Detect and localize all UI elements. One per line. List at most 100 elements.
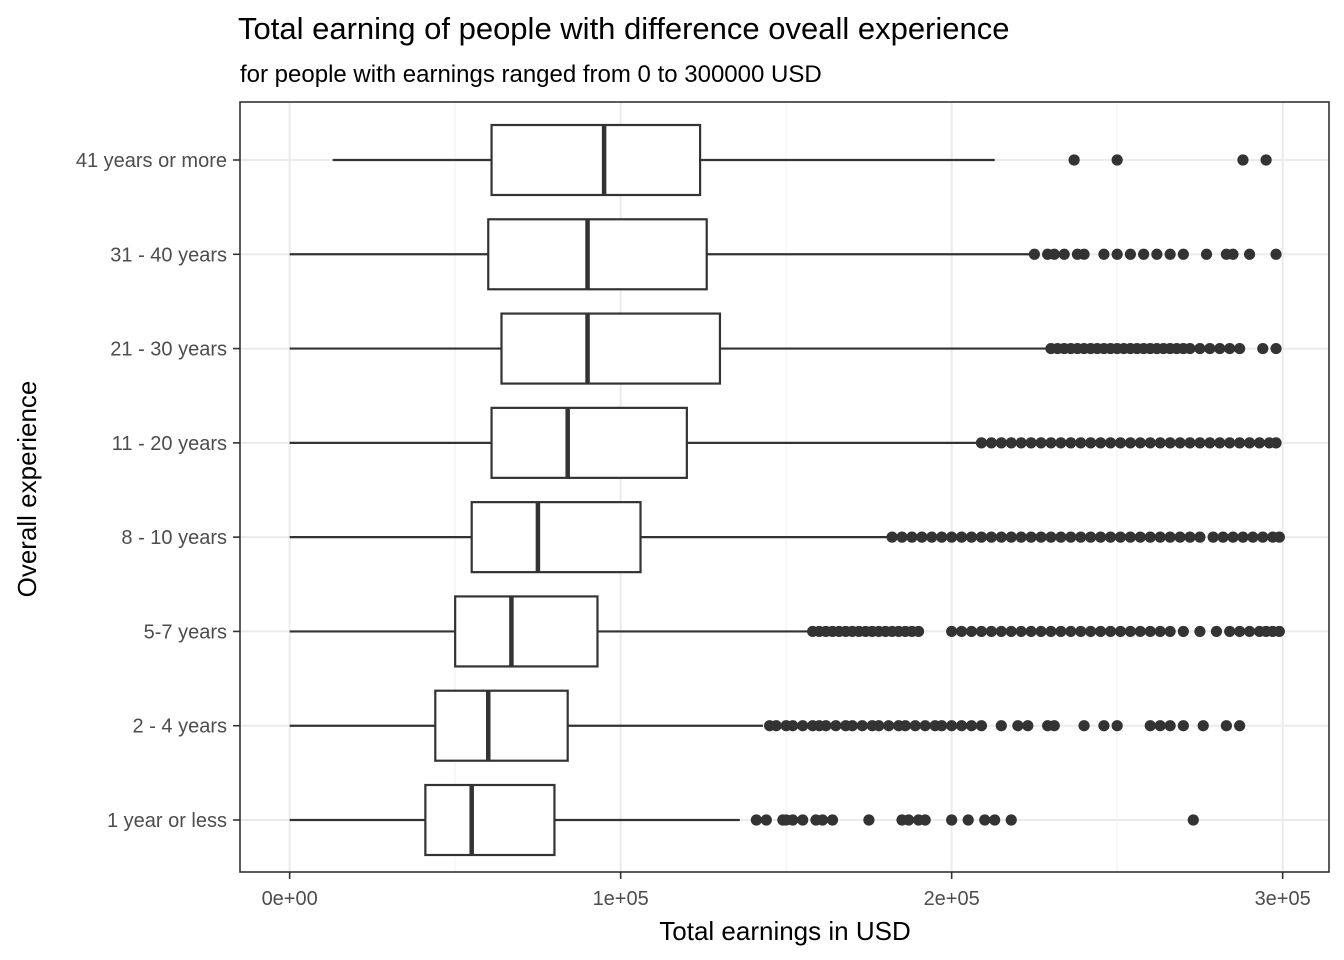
outlier-point (1237, 531, 1249, 543)
outlier-point (787, 720, 799, 732)
outlier-point (797, 720, 809, 732)
outlier-point (1184, 437, 1196, 449)
outlier-point (770, 720, 782, 732)
outlier-point (1015, 625, 1027, 638)
outlier-point (962, 814, 974, 826)
outlier-point (1045, 531, 1057, 543)
outlier-point (1234, 720, 1246, 732)
outlier-point (1085, 531, 1097, 543)
outlier-point (1234, 437, 1246, 449)
box-group (289, 312, 1282, 385)
outlier-point (946, 814, 958, 826)
outlier-point (1224, 342, 1236, 355)
box-iqr (490, 406, 688, 479)
box-iqr (424, 783, 556, 857)
box-group (289, 783, 1199, 857)
outlier-point (1164, 625, 1176, 638)
y-tick-label: 11 - 20 years (112, 433, 227, 455)
outlier-point (1065, 625, 1077, 638)
outlier-point (1075, 531, 1087, 543)
outlier-point (1124, 625, 1136, 638)
box-group (289, 689, 1246, 762)
x-axis-title: Total earnings in USD (659, 916, 910, 946)
outlier-point (1234, 342, 1246, 355)
outlier-point (1257, 342, 1269, 355)
outlier-point (1114, 531, 1127, 543)
outlier-point (883, 720, 895, 732)
outlier-point (1243, 625, 1256, 638)
outlier-point (903, 814, 915, 826)
outlier-point (1104, 437, 1117, 449)
outlier-point (1164, 720, 1176, 732)
outlier-point (1124, 248, 1136, 260)
outlier-point (1005, 625, 1017, 638)
outlier-point (1243, 248, 1256, 260)
outlier-point (1048, 248, 1060, 260)
outlier-point (1068, 154, 1080, 166)
outlier-point (975, 625, 988, 638)
outlier-point (1253, 437, 1266, 449)
outlier-point (985, 437, 997, 449)
chart-subtitle: for people with earnings ranged from 0 t… (240, 61, 822, 88)
outlier-point (1065, 531, 1077, 543)
outlier-point (1204, 342, 1216, 355)
outlier-point (995, 625, 1007, 638)
outlier-point (1177, 720, 1189, 732)
x-tick-label: 3e+05 (1255, 888, 1311, 910)
outlier-point (1197, 720, 1209, 732)
outlier-point (1124, 531, 1136, 543)
outlier-point (1028, 248, 1041, 260)
outlier-point (820, 720, 832, 732)
outlier-point (975, 531, 988, 543)
outlier-point (899, 720, 911, 732)
outlier-point (912, 625, 925, 638)
outlier-point (1114, 437, 1127, 449)
outlier-point (1005, 531, 1017, 543)
outlier-point (1055, 625, 1067, 638)
outlier-point (995, 720, 1007, 732)
outlier-point (1237, 154, 1249, 166)
outlier-point (750, 814, 762, 826)
outlier-point (1134, 531, 1146, 543)
box-group (332, 123, 1272, 197)
outlier-point (1035, 625, 1047, 638)
outlier-point (1187, 814, 1199, 826)
y-tick-label: 8 - 10 years (121, 527, 227, 549)
outlier-point (1075, 437, 1087, 449)
outlier-point (1227, 248, 1239, 260)
outlier-point (1184, 342, 1196, 355)
y-tick-label: 41 years or more (76, 150, 227, 172)
outlier-point (965, 531, 978, 543)
outlier-point (830, 720, 842, 732)
outlier-point (946, 720, 958, 732)
box-group (289, 595, 1285, 668)
outlier-point (1095, 625, 1107, 638)
outlier-point (1111, 720, 1123, 732)
outlier-point (1207, 531, 1219, 543)
outlier-point (1144, 625, 1156, 638)
outlier-point (1243, 437, 1256, 449)
y-tick-label: 31 - 40 years (110, 244, 227, 266)
outlier-point (955, 531, 968, 543)
outlier-point (1124, 437, 1136, 449)
outlier-point (1098, 248, 1110, 260)
outlier-point (1247, 531, 1259, 543)
y-tick-label: 21 - 30 years (110, 339, 227, 361)
outlier-point (1177, 248, 1189, 260)
outlier-point (1048, 720, 1060, 732)
outlier-point (1025, 625, 1037, 638)
outlier-point (1078, 720, 1090, 732)
y-axis-title: Overall experience (12, 381, 42, 598)
y-tick-label: 2 - 4 years (133, 716, 227, 738)
outlier-point (979, 814, 991, 826)
outlier-point (946, 531, 958, 543)
outlier-point (975, 437, 988, 449)
y-tick-label: 5-7 years (144, 621, 227, 643)
outlier-point (985, 625, 997, 638)
outlier-point (1104, 531, 1117, 543)
outlier-point (989, 814, 1001, 826)
outlier-point (1055, 531, 1067, 543)
x-axis: 0e+00 1e+05 2e+05 3e+05 (262, 872, 1311, 910)
outlier-point (1184, 531, 1196, 543)
outlier-point (955, 625, 968, 638)
